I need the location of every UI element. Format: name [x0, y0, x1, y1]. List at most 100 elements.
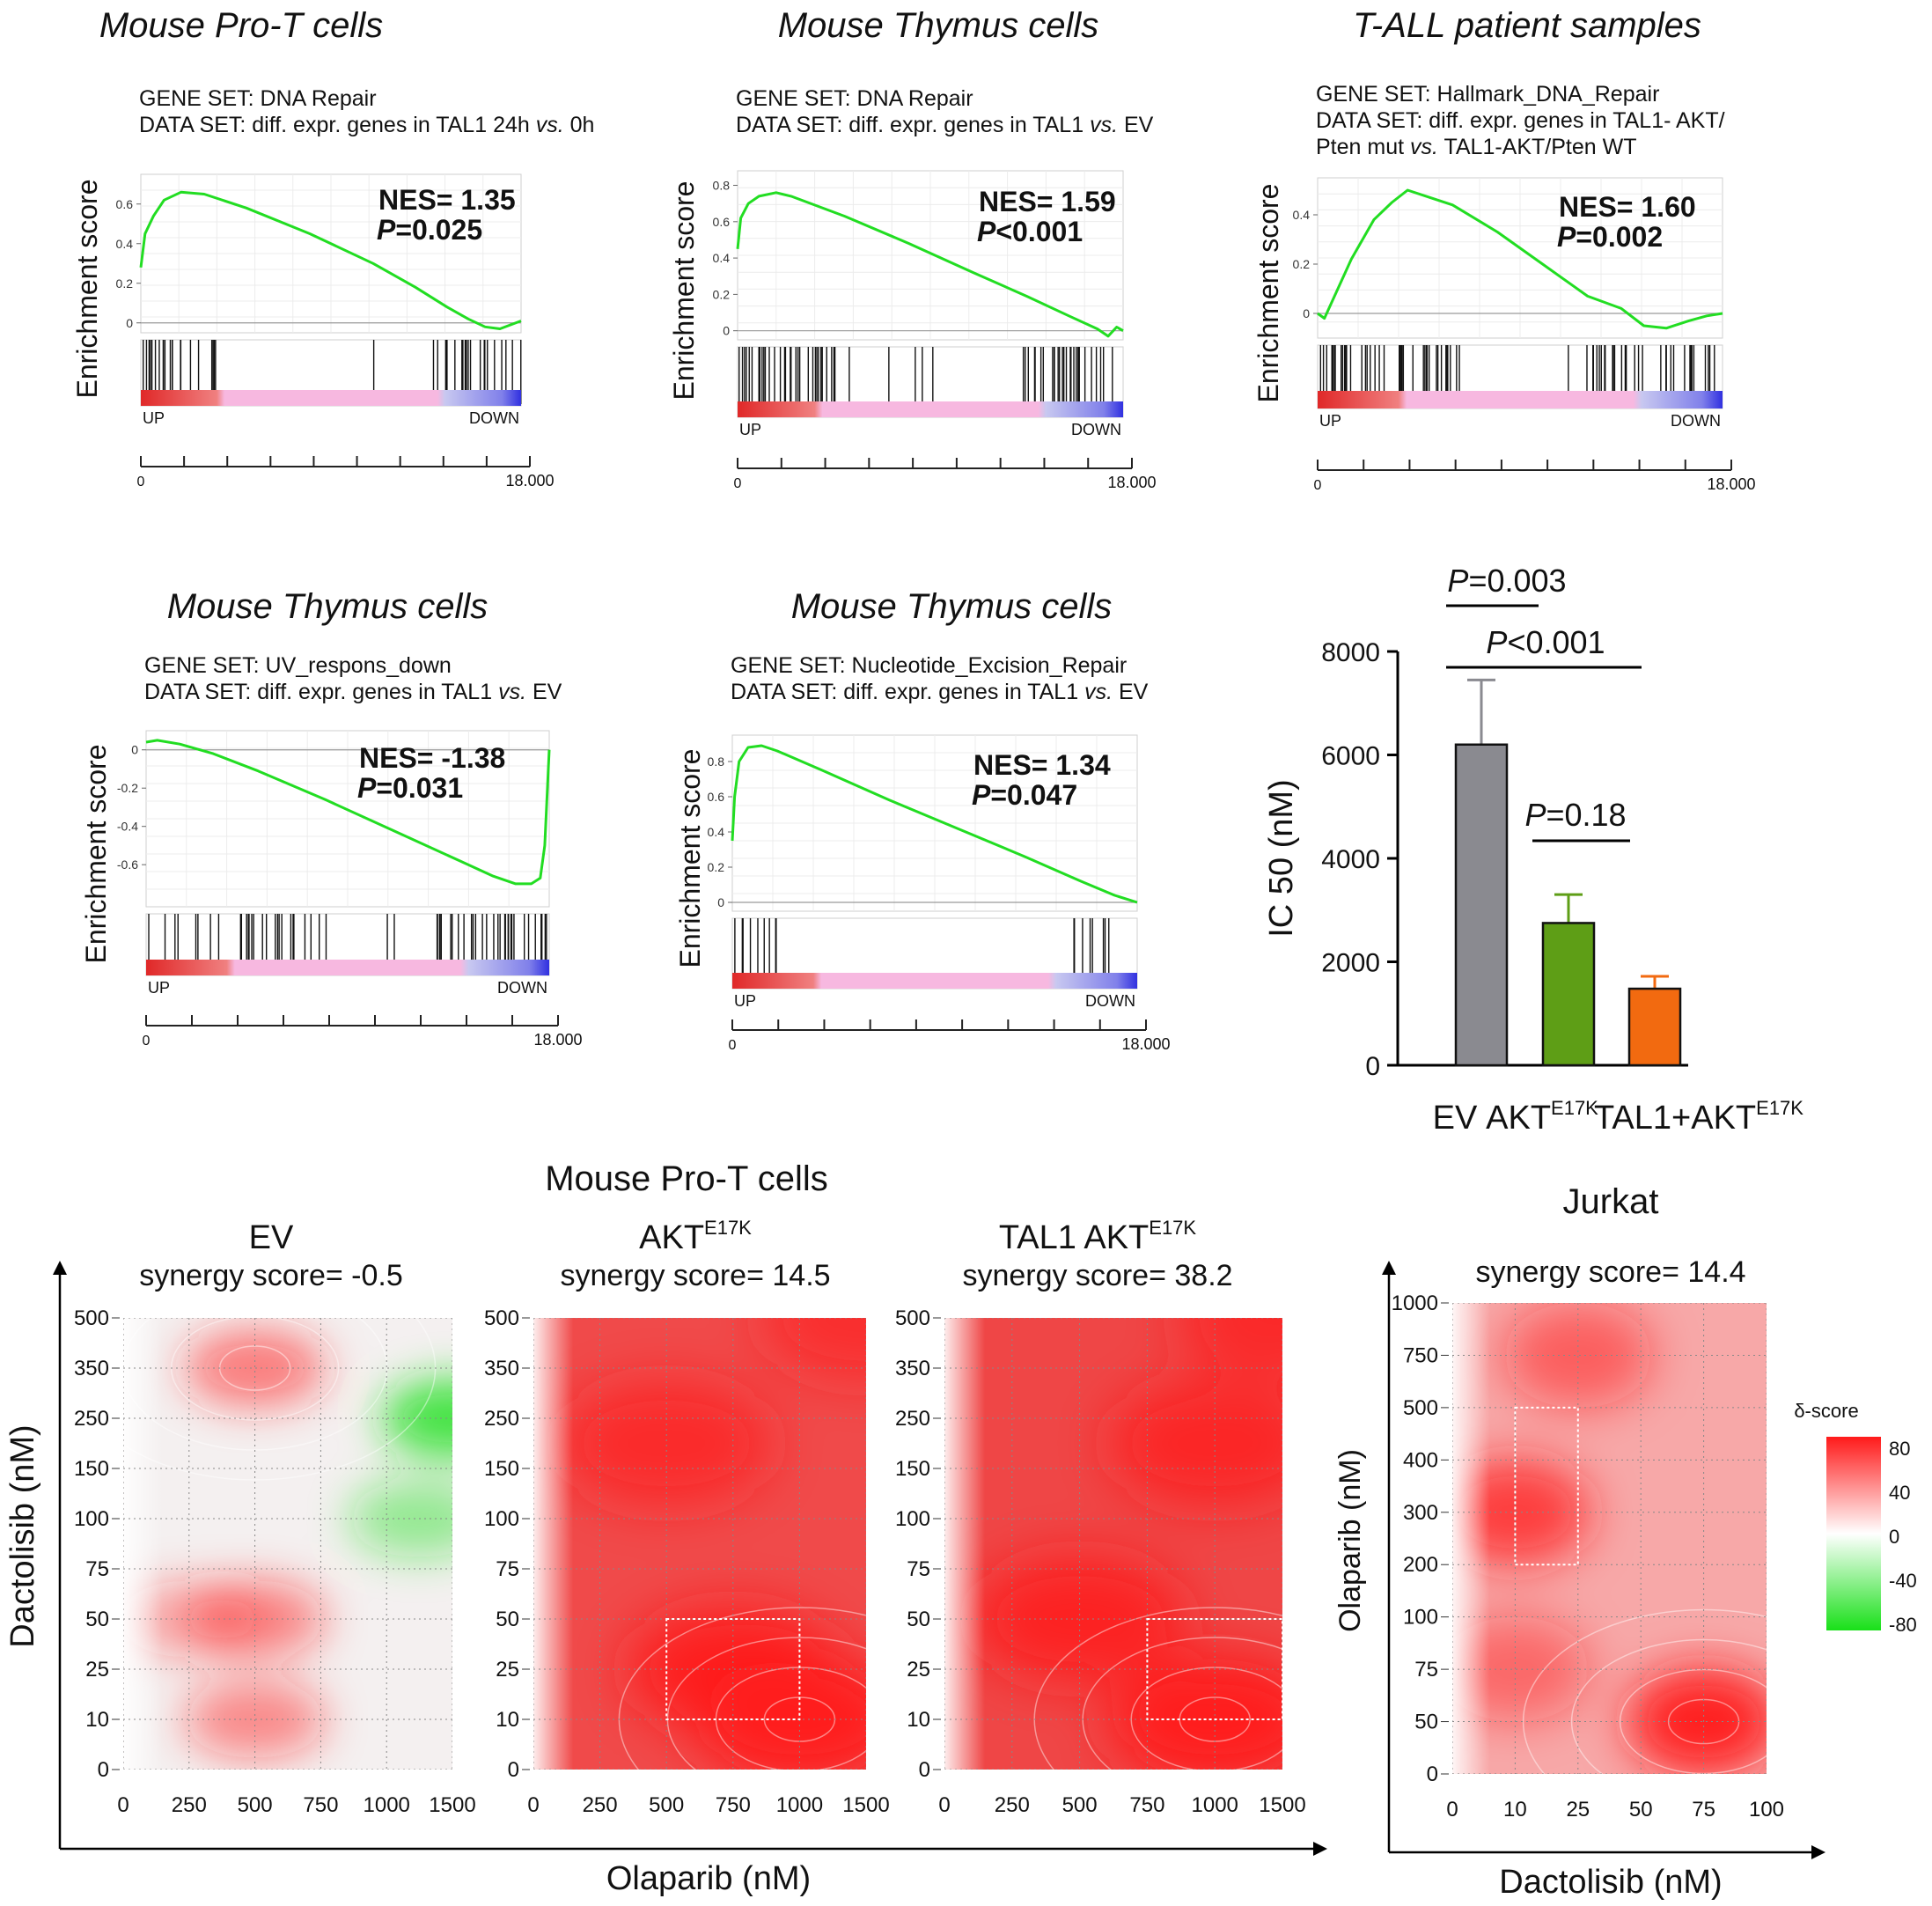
bar-3 [1627, 987, 1682, 1067]
x-tick-label: 500 [649, 1793, 684, 1817]
gsea-title: Mouse Thymus cells [791, 587, 1113, 626]
gene-set-label: GENE SET: Hallmark_DNA_Repair [1316, 82, 1659, 107]
x-tick-label: 0 [117, 1793, 129, 1817]
p-value-label: P=0.002 [1557, 221, 1663, 253]
down-label: DOWN [1671, 412, 1721, 430]
x-tick-label: 250 [583, 1793, 618, 1817]
x-tick-label: 1000 [364, 1793, 410, 1817]
p-symbol: P [1447, 563, 1468, 599]
down-label: DOWN [497, 979, 547, 997]
y-tick-label: 10 [907, 1708, 930, 1732]
p-value: =0.003 [1468, 563, 1566, 599]
heatmap-surface [944, 1318, 1282, 1770]
category-superscript: E17K [1756, 1097, 1803, 1119]
synergy-group-title: Mouse Pro-T cells [545, 1159, 828, 1198]
synergy-score-label: synergy score= -0.5 [139, 1259, 403, 1292]
ranked-list-bar [141, 390, 521, 406]
nes-label: NES= 1.35 [378, 184, 516, 216]
y-tick-label: 75 [85, 1557, 109, 1581]
nes-label: NES= -1.38 [359, 742, 505, 774]
y-tick-label: 75 [907, 1557, 930, 1581]
y-tick-label: 250 [74, 1407, 109, 1431]
y-axis-label: IC 50 (nM) [1263, 779, 1300, 937]
heatmap-edge-fade [123, 1318, 452, 1770]
y-tick-label: 150 [895, 1457, 930, 1481]
synergy-score-label: synergy score= 14.5 [560, 1259, 830, 1292]
p-symbol: P [977, 216, 996, 247]
x-tick-label: 0 [938, 1793, 950, 1817]
gene-set-label: GENE SET: DNA Repair [139, 86, 377, 111]
y-tick-label: 0 [717, 895, 724, 909]
y-tick-label: 0 [508, 1758, 519, 1782]
panel-title-superscript: E17K [1149, 1217, 1196, 1239]
y-tick-label: 6000 [1321, 742, 1380, 771]
p-value: =0.031 [376, 772, 463, 804]
synergy-score-label: synergy score= 38.2 [962, 1259, 1232, 1292]
enrichment-y-label: Enrichment score [1252, 184, 1284, 403]
legend-color-bar [1826, 1437, 1881, 1630]
p-value-label: P=0.031 [357, 772, 463, 804]
y-tick-label: 0 [1303, 306, 1310, 320]
y-tick-label: 100 [484, 1507, 519, 1531]
gene-set-label: GENE SET: UV_respons_down [144, 653, 452, 678]
delta-score-legend: δ-score 80 40 0 -40 -80 [1794, 1400, 1916, 1636]
x-tick-label: 0 [1446, 1798, 1458, 1821]
data-set-label: DATA SET: diff. expr. genes in TAL1 24h … [139, 113, 594, 137]
ranked-list-bar [732, 973, 1137, 989]
jurkat-x-label: Dactolisib (nM) [1499, 1864, 1722, 1901]
ranked-list-bar [1318, 391, 1723, 408]
y-tick-label: 0 [131, 743, 138, 757]
rank-axis-end: 18.000 [1107, 474, 1156, 491]
y-tick-label: 1000 [1392, 1292, 1438, 1315]
panel-title-text: EV [249, 1219, 294, 1256]
arrow-up-icon [53, 1261, 67, 1275]
y-tick-label: 0.8 [708, 754, 725, 769]
y-tick-label: 500 [484, 1306, 519, 1330]
gsea-panel-4: Mouse Thymus cells GENE SET: UV_respons_d… [80, 587, 583, 1049]
legend-title: δ-score [1794, 1400, 1858, 1422]
highlight-box [1146, 1618, 1282, 1720]
x-tick-label: 500 [238, 1793, 273, 1817]
category-label: TAL1+AKTE17K [1594, 1097, 1803, 1137]
x-tick-label: 50 [1629, 1798, 1653, 1821]
heatmap-surface [123, 1318, 452, 1770]
x-tick-label: 1500 [842, 1793, 889, 1817]
enrichment-line [1317, 188, 1723, 330]
data-set-label: DATA SET: diff. expr. genes in TAL1- AKT… [1316, 108, 1725, 133]
heatmap-surface [1452, 1303, 1767, 1774]
y-tick-label: 10 [496, 1708, 519, 1732]
gsea-title: Mouse Pro-T cells [99, 6, 383, 45]
y-tick-label: 0.8 [713, 179, 731, 193]
data-set-text: TAL1-AKT/Pten WT [1438, 135, 1637, 159]
y-tick-label: 0 [1427, 1762, 1438, 1786]
nes-label: NES= 1.59 [979, 186, 1116, 217]
data-set-text: DATA SET: diff. expr. genes in TAL1 [736, 113, 1090, 137]
y-tick-label: 75 [496, 1557, 519, 1581]
data-set-text: vs. [1410, 135, 1438, 159]
down-label: DOWN [469, 409, 519, 427]
p-value-label: P=0.047 [972, 779, 1077, 811]
enrichment-y-label: Enrichment score [674, 749, 706, 968]
x-tick-label: 1500 [429, 1793, 475, 1817]
ranked-list-bar [146, 960, 549, 975]
y-tick-label: -0.2 [117, 781, 138, 795]
arrow-up-icon [1382, 1261, 1396, 1275]
x-tick-label: 750 [1129, 1793, 1164, 1817]
y-tick-label: 50 [85, 1608, 109, 1631]
y-tick-label: 10 [85, 1708, 109, 1732]
data-set-text: EV [1113, 680, 1149, 704]
p-symbol: P [972, 779, 991, 811]
category-label: EV [1433, 1100, 1478, 1137]
significance-label: P<0.001 [1486, 624, 1605, 660]
y-tick-label: 0.2 [713, 287, 731, 301]
p-value: <0.001 [995, 216, 1083, 247]
category-label: AKTE17K [1486, 1097, 1598, 1137]
gene-set-label: GENE SET: Nucleotide_Excision_Repair [731, 653, 1127, 678]
enrichment-y-label: Enrichment score [71, 180, 103, 399]
p-value: =0.047 [990, 779, 1077, 811]
x-tick-label: 1000 [776, 1793, 823, 1817]
rank-axis-start: 0 [1314, 478, 1322, 493]
rank-axis-end: 18.000 [1121, 1035, 1170, 1053]
